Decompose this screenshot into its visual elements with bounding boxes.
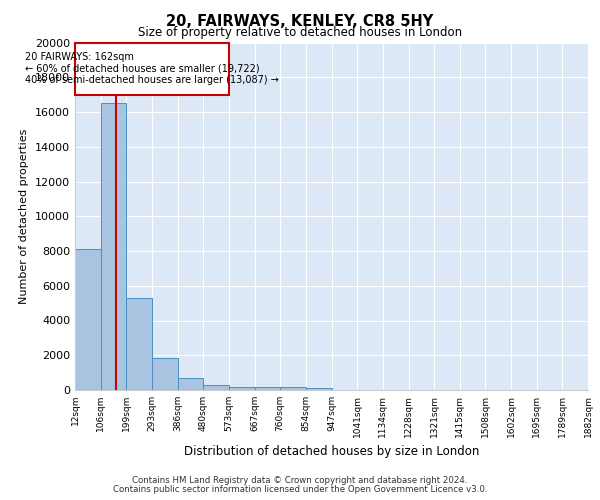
- Text: Contains HM Land Registry data © Crown copyright and database right 2024.: Contains HM Land Registry data © Crown c…: [132, 476, 468, 485]
- Bar: [280, 387, 306, 390]
- Text: 20 FAIRWAYS: 162sqm
← 60% of detached houses are smaller (19,722)
40% of semi-de: 20 FAIRWAYS: 162sqm ← 60% of detached ho…: [25, 52, 279, 85]
- Text: Size of property relative to detached houses in London: Size of property relative to detached ho…: [138, 26, 462, 39]
- Bar: [75, 250, 101, 390]
- Bar: [203, 385, 229, 390]
- Bar: [127, 298, 152, 390]
- Bar: [229, 386, 254, 390]
- Text: Contains public sector information licensed under the Open Government Licence v3: Contains public sector information licen…: [113, 485, 487, 494]
- Bar: [75, 42, 229, 94]
- Bar: [178, 378, 203, 390]
- Bar: [152, 358, 178, 390]
- Bar: [101, 104, 127, 390]
- Bar: [254, 387, 280, 390]
- Y-axis label: Number of detached properties: Number of detached properties: [19, 128, 29, 304]
- Bar: [306, 388, 331, 390]
- Text: 20, FAIRWAYS, KENLEY, CR8 5HY: 20, FAIRWAYS, KENLEY, CR8 5HY: [166, 14, 434, 29]
- X-axis label: Distribution of detached houses by size in London: Distribution of detached houses by size …: [184, 446, 479, 458]
